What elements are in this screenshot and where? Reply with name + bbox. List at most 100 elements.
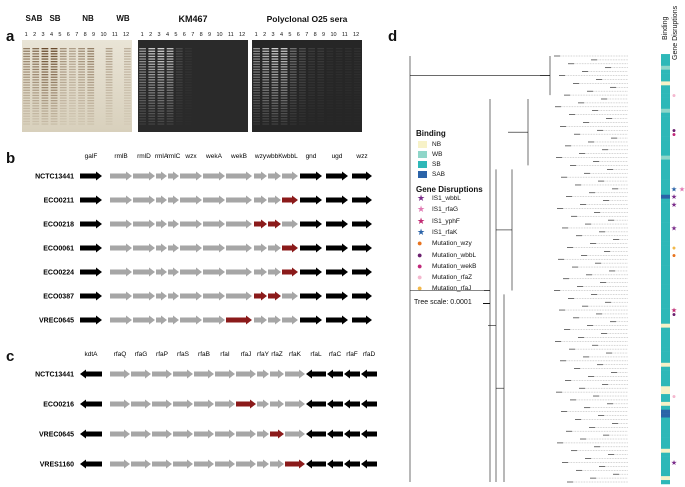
gel-band xyxy=(299,100,306,102)
binding-cell xyxy=(661,237,670,242)
gene-arrow-rfaQ xyxy=(110,429,130,439)
gel-band xyxy=(59,120,67,123)
gel-band xyxy=(336,121,343,122)
gel-band xyxy=(262,87,270,89)
gel-band xyxy=(23,50,30,52)
gene-arrow-wekA xyxy=(203,267,225,277)
binding-cell xyxy=(661,155,670,160)
gel-band xyxy=(308,100,315,102)
gel-band xyxy=(50,100,58,102)
gene-arrow-rfaQ xyxy=(110,459,130,469)
gel-band xyxy=(69,76,76,78)
gel-band xyxy=(336,77,343,78)
gel-band xyxy=(175,58,183,60)
gel-band xyxy=(253,123,260,125)
gel-band xyxy=(124,74,131,76)
gel-band xyxy=(148,63,156,65)
gel-band xyxy=(185,48,192,50)
gel-band xyxy=(299,110,306,112)
gel-band xyxy=(175,63,183,65)
gel-band xyxy=(299,74,306,76)
gene-arrow-wbbL xyxy=(282,195,298,205)
gene-arrow-rmlC xyxy=(168,171,179,181)
gel-band xyxy=(105,84,113,86)
gel-band xyxy=(308,53,315,55)
gene-arrow-wzz xyxy=(352,243,372,253)
gel-band xyxy=(32,76,40,78)
binding-cell xyxy=(661,468,670,473)
gel-band xyxy=(175,113,183,115)
gene-label-rfaQ: rfaQ xyxy=(114,351,127,358)
gel-band xyxy=(175,74,183,76)
gel-band xyxy=(50,68,58,71)
gel-band xyxy=(69,66,76,68)
gel-band xyxy=(280,87,288,89)
gene-arrow-rfaF xyxy=(344,399,360,409)
gel-band xyxy=(185,103,192,104)
gel-band xyxy=(354,71,361,73)
gel-band xyxy=(308,102,315,104)
gel-band xyxy=(354,77,361,78)
gel-band xyxy=(354,74,361,76)
gel-band xyxy=(335,58,343,60)
gel-band xyxy=(32,123,40,125)
gel-band xyxy=(289,87,297,89)
gel-band xyxy=(148,81,156,84)
gene-label-wekA: wekA xyxy=(205,153,223,160)
gel-band xyxy=(139,63,146,65)
gel-band xyxy=(124,79,131,81)
lane-number: 4 xyxy=(279,32,283,38)
gene-arrow-rfaF xyxy=(344,369,360,379)
gene-arrow-rmlB xyxy=(110,171,132,181)
lane-number: 3 xyxy=(271,32,275,38)
binding-cell xyxy=(661,362,670,368)
gel-band xyxy=(23,63,30,65)
gel-band xyxy=(317,55,325,58)
binding-legend-label: SB xyxy=(432,160,441,168)
gene-arrow-rmlA xyxy=(156,171,167,181)
gel-band xyxy=(139,76,146,78)
gel-band xyxy=(124,115,131,117)
gene-arrow-rfaC xyxy=(327,429,343,439)
gel-band xyxy=(59,107,67,110)
gel-band xyxy=(345,79,352,80)
gel-band xyxy=(105,118,113,120)
gel-band xyxy=(327,77,334,78)
gel-band xyxy=(139,97,146,99)
gene-arrow-rfaP xyxy=(152,429,172,439)
binding-cell xyxy=(661,93,670,98)
gel-band xyxy=(69,87,76,89)
gel-band xyxy=(185,95,192,96)
gel-band xyxy=(335,71,343,73)
gel-band xyxy=(78,71,85,73)
gel-band xyxy=(185,61,192,63)
gel-band xyxy=(354,90,361,91)
gel-band xyxy=(166,87,174,89)
gel-band xyxy=(175,110,183,112)
circle-icon: ● xyxy=(417,238,423,249)
gel-band xyxy=(78,110,85,112)
gel-band xyxy=(317,58,325,60)
gel-band xyxy=(139,66,146,68)
gel-band xyxy=(176,123,183,124)
gene-arrow-wekA xyxy=(203,315,225,325)
gel-band xyxy=(299,76,306,78)
disruption-legend-label: Mutation_rfaZ xyxy=(432,274,473,282)
star-icon: ★ xyxy=(417,226,426,237)
gel-band xyxy=(124,94,131,97)
gel-band xyxy=(32,74,40,76)
gel-band xyxy=(327,108,334,109)
gel-band xyxy=(185,108,192,109)
circle-marker: ● xyxy=(672,311,676,318)
panel-d-label: d xyxy=(388,28,398,45)
gel-band xyxy=(327,90,334,91)
gel-band xyxy=(78,63,85,65)
gel-band xyxy=(59,48,67,50)
gene-arrow-rfaD xyxy=(361,429,377,439)
gene-arrow-wekA xyxy=(203,291,225,301)
gel-band xyxy=(105,94,113,97)
disruption-legend-label: Mutation_wzy xyxy=(432,240,472,248)
gel-band xyxy=(124,68,131,71)
gel-group-nb: NB xyxy=(82,14,94,23)
gel-band xyxy=(148,79,156,81)
